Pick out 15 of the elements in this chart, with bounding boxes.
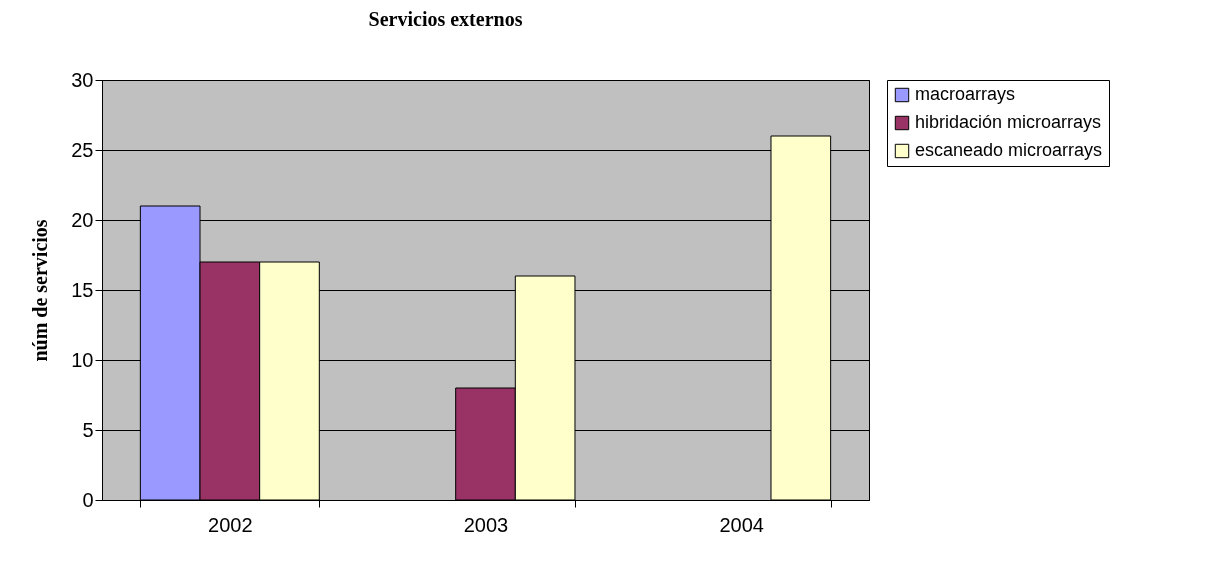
legend-label: escaneado microarrays <box>915 140 1103 160</box>
x-tick-label: 2003 <box>463 513 509 536</box>
chart-title: Servicios externos <box>368 8 523 30</box>
y-tick-label: 15 <box>71 278 94 301</box>
y-tick-label: 30 <box>71 68 94 91</box>
y-tick-label: 10 <box>71 348 94 371</box>
legend-label: macroarrays <box>915 84 1016 104</box>
y-axis-title: núm de servicios <box>29 219 52 362</box>
x-tick-label: 2002 <box>208 513 253 536</box>
legend-label: hibridación microarrays <box>915 112 1102 132</box>
y-tick-label: 5 <box>82 418 94 441</box>
y-tick-label: 20 <box>71 208 94 231</box>
y-tick-label: 25 <box>71 138 94 161</box>
x-tick-label: 2004 <box>719 513 764 536</box>
y-tick-label: 0 <box>82 488 94 511</box>
